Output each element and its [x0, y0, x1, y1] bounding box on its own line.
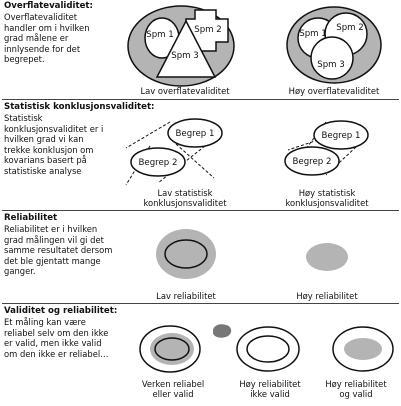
diagram-caption: Høy reliabilitet: [296, 291, 358, 301]
concept-label: Begrep 2: [293, 157, 332, 167]
section-heading: Overflatevaliditet:: [4, 1, 93, 11]
section-body-line: konklusjonsvaliditet er i: [4, 123, 104, 134]
section-body-line: Overflatevaliditet: [4, 12, 78, 22]
section-divider: [2, 303, 399, 304]
concept-ellipse: [154, 337, 190, 361]
concept-1-ellipse: [167, 118, 223, 148]
shape-label: Spm 2: [336, 23, 363, 33]
section-body-line: ganger.: [4, 266, 36, 276]
section-body-line: statistiske analyse: [4, 165, 82, 176]
section-body-line: er valid, men ikke valid: [4, 338, 102, 348]
section-body-line: begrepet.: [4, 54, 45, 64]
diagram-caption: Lav reliabilitet: [156, 291, 216, 301]
section-body-line: det ble gjentatt mange: [4, 255, 101, 266]
shape-label: Spm 3: [317, 60, 344, 70]
diagram-caption: Høy reliabilitet: [239, 379, 301, 389]
diagram-caption: Høy statistisk: [298, 188, 356, 198]
statistical-validity-diagram: Begrep 1 Begrep 2 Begrep 1 Begrep 2: [125, 118, 369, 186]
diagram-caption: ikke valid: [250, 389, 290, 399]
section-body-line: grad målene er: [4, 33, 69, 43]
concept-2-ellipse: [284, 146, 340, 176]
shape-label: Spm 2: [194, 25, 221, 35]
measurement-spread: [344, 338, 382, 360]
section-body-line: innlysende for det: [4, 43, 81, 54]
section-body-line: samme resultatet dersom: [4, 245, 113, 255]
section-heading: Reliabilitet: [4, 213, 58, 223]
section-body-line: handler om i hvilken: [4, 22, 90, 33]
diagram-caption: og valid: [339, 389, 373, 399]
section-body-line: kovarians basert på: [4, 155, 87, 165]
diagram-caption: Lav overflatevaliditet: [140, 86, 230, 96]
section-body-line: Reliabilitet er i hvilken: [4, 224, 98, 234]
diagram-caption: Høy reliabilitet: [325, 379, 387, 389]
face-validity-diagram: Spm 1 Spm 2 Spm 3 Spm 1 Spm 2 Spm 3: [127, 5, 382, 87]
concept-2-ellipse: [130, 147, 186, 177]
concept-ellipse: [246, 335, 290, 363]
section-body-line: hvilken grad vi kan: [4, 134, 84, 144]
section-body-line: om den ikke er reliabel…: [4, 348, 109, 359]
concept-1-ellipse: [313, 120, 369, 150]
section-body-line: reliabel selv om den ikke: [4, 327, 109, 338]
concept-label: Begrep 1: [322, 131, 361, 141]
question-3-shape: [155, 19, 217, 78]
section-heading: Validitet og reliabilitet:: [4, 306, 118, 316]
measurement-spread: [306, 243, 348, 271]
diagram-caption: Høy overflatevaliditet: [288, 86, 380, 96]
shape-label: Spm 1: [146, 30, 173, 40]
diagram-caption: konklusjonsvaliditet: [285, 198, 369, 208]
section-body-line: Statistisk: [4, 113, 43, 123]
section-body-line: trekke konklusjon om: [4, 144, 94, 155]
concept-label: Begrep 2: [139, 158, 178, 168]
diagram-caption: konklusjonsvaliditet: [143, 198, 227, 208]
reliability-diagram: [156, 229, 348, 279]
measurement-blob: [213, 324, 232, 338]
shape-label: Spm 3: [171, 51, 198, 61]
section-divider: [2, 210, 399, 211]
diagram-caption: eller valid: [152, 389, 194, 399]
shape-label: Spm 1: [299, 29, 326, 39]
section-divider: [2, 99, 399, 100]
diagram-caption: Lav statistisk: [157, 188, 213, 198]
target-ellipse: [164, 239, 208, 269]
concept-label: Begrep 1: [176, 129, 215, 139]
section-body-line: Et måling kan være: [4, 317, 86, 327]
question-3-circle: [310, 36, 354, 80]
section-heading: Statistisk konklusjonsvaliditet:: [4, 102, 155, 112]
diagram-caption: Verken reliabel: [141, 379, 205, 389]
section-body-line: grad målingen vil gi det: [4, 234, 104, 245]
